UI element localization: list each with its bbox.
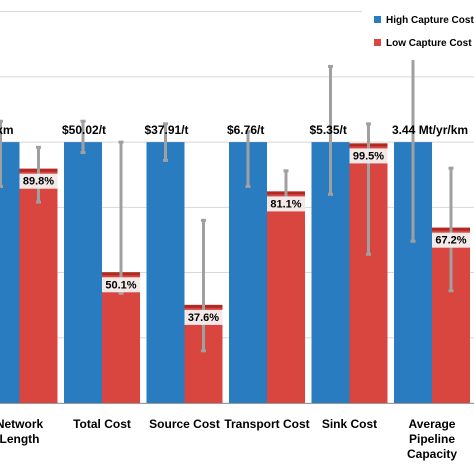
category-label: Source Cost xyxy=(149,417,220,431)
percent-label-group: 37.6% xyxy=(184,309,223,325)
legend-swatch xyxy=(374,39,381,46)
value-label-high: 76 km xyxy=(0,123,14,137)
category-label: Pipeline xyxy=(409,432,455,446)
category-label: Average xyxy=(409,417,456,431)
value-label-low: 37.6% xyxy=(188,312,219,324)
percent-label-group: 89.8% xyxy=(19,173,58,189)
value-label-low: 81.1% xyxy=(270,198,301,210)
bar-high-capture-cost xyxy=(146,142,185,403)
bar-high-capture-cost xyxy=(0,142,20,403)
value-label-low: 99.5% xyxy=(353,150,384,162)
legend: High Capture Cost Low Capture Cost xyxy=(362,8,474,60)
category-label: Capacity xyxy=(407,447,457,461)
value-label-low: 89.8% xyxy=(23,176,54,188)
value-label-high: $6.76/t xyxy=(227,123,264,137)
category-label: Network xyxy=(0,417,43,431)
percent-label-bg xyxy=(19,173,58,189)
bar-high-capture-cost xyxy=(64,142,102,403)
percent-label-bg xyxy=(432,232,470,248)
error-bars xyxy=(0,28,454,353)
value-label-low: 67.2% xyxy=(435,235,466,247)
legend-label: Low Capture Cost xyxy=(386,38,472,49)
percent-label-bg xyxy=(349,148,388,164)
percent-label-bg xyxy=(102,277,140,293)
percent-label-group: 50.1% xyxy=(102,277,140,293)
value-label-low: 50.1% xyxy=(105,279,136,291)
percent-label-group: 99.5% xyxy=(349,148,388,164)
category-label: Length xyxy=(0,432,40,446)
bar-low-capture-cost xyxy=(267,191,305,403)
bars xyxy=(0,142,470,404)
legend-label: High Capture Cost xyxy=(386,15,474,26)
value-label-high: $37.91/t xyxy=(145,123,189,137)
value-label-high: $5.35/t xyxy=(310,123,347,137)
percent-label-bg xyxy=(184,309,223,325)
percent-label-bg xyxy=(267,196,305,212)
value-label-high: 3.44 Mt/yr/km xyxy=(392,123,468,137)
category-label: Sink Cost xyxy=(322,417,377,431)
category-label: Transport Cost xyxy=(224,417,309,431)
data-labels: 76 km 89.8% $50.02/t 50.1% $37.91/t 37.6% $6.7… xyxy=(0,123,470,325)
percent-label-group: 67.2% xyxy=(432,232,470,248)
category-label: Total Cost xyxy=(73,417,131,431)
percent-label-group: 81.1% xyxy=(267,196,305,212)
legend-swatch xyxy=(374,16,381,23)
value-label-high: $50.02/t xyxy=(62,123,106,137)
bar-low-capture-cost xyxy=(19,168,58,403)
